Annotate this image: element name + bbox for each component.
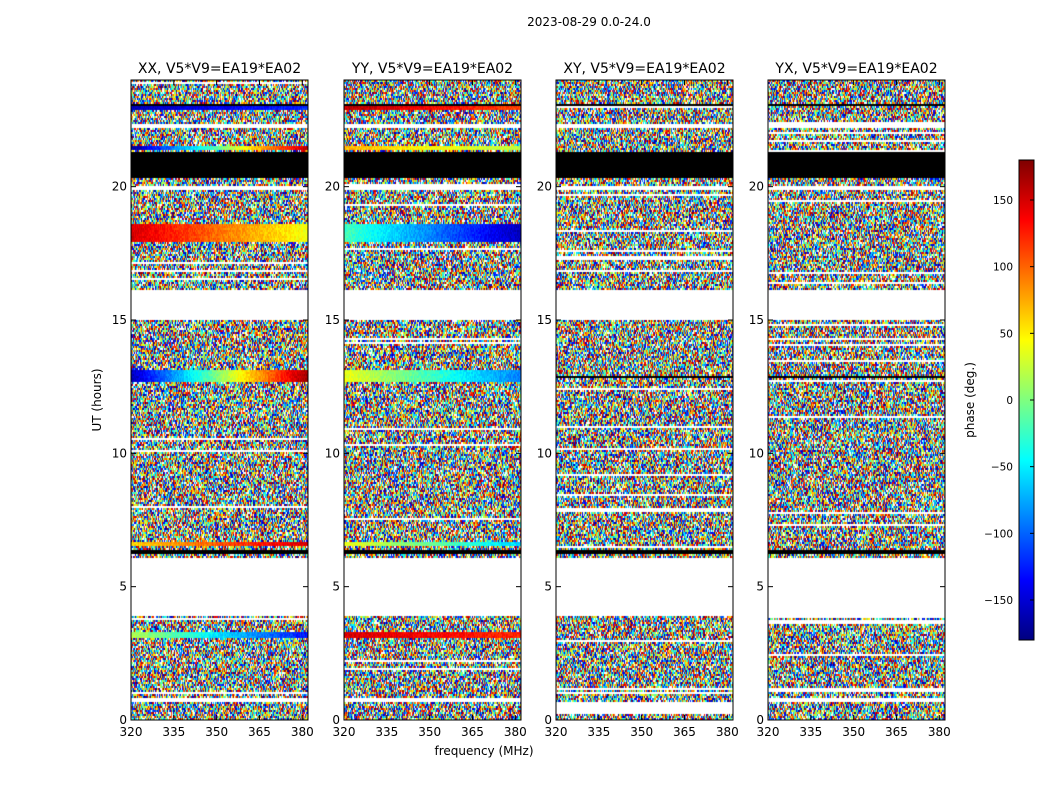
x-tick-label: 350 bbox=[630, 725, 653, 739]
colorbar-tick-label: −100 bbox=[984, 528, 1013, 540]
y-tick-label: 15 bbox=[325, 313, 340, 327]
x-axis-label: frequency (MHz) bbox=[434, 744, 533, 758]
y-tick-label: 5 bbox=[332, 580, 340, 594]
y-tick-label: 10 bbox=[537, 446, 552, 460]
y-tick-label: 15 bbox=[537, 313, 552, 327]
x-tick-label: 350 bbox=[205, 725, 228, 739]
panel-3-frame bbox=[555, 79, 734, 721]
x-tick-label: 335 bbox=[375, 725, 398, 739]
x-tick-label: 335 bbox=[587, 725, 610, 739]
panel-4-title: YX, V5*V9=EA19*EA02 bbox=[774, 61, 937, 77]
colorbar-tick-label: 50 bbox=[1000, 328, 1013, 340]
panel-3-title: XY, V5*V9=EA19*EA02 bbox=[563, 61, 725, 77]
x-tick-label: 350 bbox=[418, 725, 441, 739]
panel-2-frame bbox=[343, 79, 522, 721]
panel-1-phase-image bbox=[131, 80, 308, 720]
x-tick-label: 365 bbox=[461, 725, 484, 739]
x-tick-label: 380 bbox=[291, 725, 314, 739]
panel-3-phase-image bbox=[556, 80, 733, 720]
y-tick-label: 10 bbox=[112, 446, 127, 460]
y-tick-label: 15 bbox=[749, 313, 764, 327]
x-tick-label: 380 bbox=[928, 725, 951, 739]
x-tick-label: 365 bbox=[248, 725, 271, 739]
colorbar-tick-label: 0 bbox=[1006, 395, 1013, 407]
figure-suptitle: 2023-08-29 0.0-24.0 bbox=[527, 15, 651, 29]
panel-2-title: YY, V5*V9=EA19*EA02 bbox=[351, 61, 513, 77]
y-tick-label: 5 bbox=[119, 580, 127, 594]
y-tick-label: 15 bbox=[112, 313, 127, 327]
colorbar-tick-label: −50 bbox=[991, 462, 1013, 474]
y-tick-label: 5 bbox=[756, 580, 764, 594]
x-tick-label: 320 bbox=[333, 725, 356, 739]
panel-2-phase-image bbox=[344, 80, 521, 720]
x-tick-label: 320 bbox=[120, 725, 143, 739]
colorbar-tick-label: −150 bbox=[984, 595, 1013, 607]
y-tick-label: 20 bbox=[325, 180, 340, 194]
panel-1-title: XX, V5*V9=EA19*EA02 bbox=[138, 61, 301, 77]
x-tick-label: 380 bbox=[716, 725, 739, 739]
panel-4-frame bbox=[767, 79, 946, 721]
panel-3: XY, V5*V9=EA19*EA02 320 335 350 365 380 0 5 10 1… bbox=[537, 61, 739, 739]
y-tick-label: 20 bbox=[112, 180, 127, 194]
y-tick-label: 0 bbox=[332, 713, 340, 727]
y-tick-label: 0 bbox=[119, 713, 127, 727]
x-tick-label: 320 bbox=[757, 725, 780, 739]
colorbar-tick-label: 150 bbox=[993, 195, 1013, 207]
y-tick-label: 20 bbox=[749, 180, 764, 194]
panel-1-frame bbox=[130, 79, 309, 721]
x-tick-label: 320 bbox=[545, 725, 568, 739]
panel-2: YY, V5*V9=EA19*EA02 320 335 350 365 380 0 5 10 1… bbox=[325, 61, 527, 739]
x-tick-label: 335 bbox=[799, 725, 822, 739]
x-tick-label: 350 bbox=[842, 725, 865, 739]
y-tick-label: 0 bbox=[544, 713, 552, 727]
panel-1: XX, V5*V9=EA19*EA02 320 335 350 365 380 0 5 10 1… bbox=[112, 61, 314, 739]
colorbar-label: phase (deg.) bbox=[963, 362, 977, 438]
x-tick-label: 365 bbox=[673, 725, 696, 739]
panel-4-phase-image bbox=[768, 80, 945, 720]
x-tick-label: 380 bbox=[504, 725, 527, 739]
y-tick-label: 0 bbox=[756, 713, 764, 727]
y-tick-label: 10 bbox=[325, 446, 340, 460]
y-tick-label: 5 bbox=[544, 580, 552, 594]
y-axis-label: UT (hours) bbox=[90, 368, 104, 431]
colorbar-tick-label: 100 bbox=[993, 262, 1013, 274]
x-tick-label: 365 bbox=[885, 725, 908, 739]
colorbar: −150 −100 −50 0 50 100 150 bbox=[984, 159, 1035, 641]
x-tick-label: 335 bbox=[162, 725, 185, 739]
y-tick-label: 20 bbox=[537, 180, 552, 194]
y-tick-label: 10 bbox=[749, 446, 764, 460]
panel-4: YX, V5*V9=EA19*EA02 320 335 350 365 380 0 5 10 1… bbox=[749, 61, 951, 739]
